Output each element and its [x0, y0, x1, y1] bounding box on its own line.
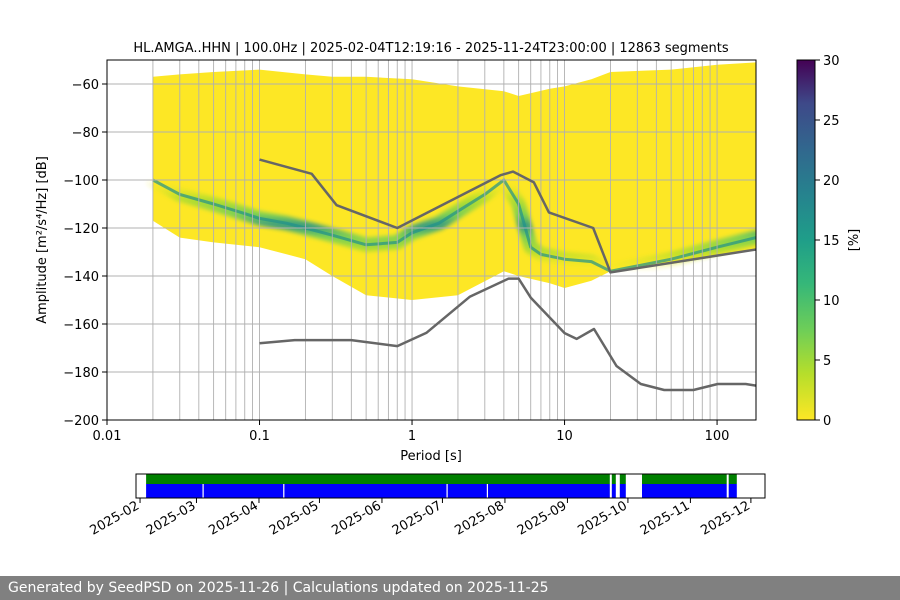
y-tick-label: −180	[63, 366, 99, 381]
timeline-tick-label: 2025-11	[638, 498, 693, 538]
colorbar-tick-label: 0	[823, 414, 831, 429]
colorbar-tick-label: 30	[823, 54, 840, 69]
y-tick-label: −200	[63, 414, 99, 429]
timeline-segment	[619, 484, 626, 498]
colorbar-tick-label: 15	[823, 234, 840, 249]
y-tick-label: −80	[72, 126, 99, 141]
psd-heatmap	[145, 62, 756, 301]
timeline-segment	[146, 484, 610, 498]
y-tick-label: −60	[72, 78, 99, 93]
x-tick-label: 10	[556, 429, 573, 444]
timeline-segment	[611, 474, 616, 484]
x-tick-label: 0.01	[93, 429, 122, 444]
timeline-segment	[642, 474, 727, 484]
timeline-frame	[135, 473, 766, 499]
timeline-tick-label: 2025-09	[515, 498, 570, 538]
timeline-tick-label: 2025-10	[575, 498, 630, 538]
timeline-segment	[728, 474, 737, 484]
x-tick-label: 0.1	[249, 429, 270, 444]
x-axis: 0.01 0.1 1 10 100	[93, 420, 730, 444]
colorbar-ticks: 0 5 10 15 20 25 30	[815, 54, 840, 429]
timeline-segment	[728, 484, 737, 498]
y-tick-label: −100	[63, 174, 99, 189]
timeline-gap	[486, 484, 488, 498]
noise-model-nhnm	[259, 158, 756, 274]
x-tick-label: 100	[705, 429, 730, 444]
grid	[107, 60, 756, 420]
chart-title: HL.AMGA..HHN | 100.0Hz | 2025-02-04T12:1…	[133, 41, 729, 56]
density-mode-core	[152, 178, 756, 273]
noise-model-lines	[259, 158, 756, 392]
timeline-tick-label: 2025-08	[452, 498, 507, 538]
density-envelope	[152, 62, 756, 301]
colorbar	[796, 59, 816, 421]
timeline-gap	[283, 484, 285, 498]
timeline-segment	[619, 474, 626, 484]
timeline-tick-label: 2025-06	[329, 498, 384, 538]
y-axis-label: Amplitude [m²/s⁴/Hz] [dB]	[35, 156, 50, 324]
x-tick-label: 1	[408, 429, 416, 444]
y-tick-label: −140	[63, 270, 99, 285]
y-axis: −60 −80 −100 −120 −140 −160 −180 −200	[63, 78, 107, 429]
timeline-segment	[611, 484, 616, 498]
y-tick-label: −160	[63, 318, 99, 333]
timeline-axis: 2025-02 2025-03 2025-04 2025-05 2025-06 2025-…	[87, 498, 753, 539]
colorbar-label: [%]	[847, 229, 862, 252]
timeline-gap	[202, 484, 204, 498]
colorbar-tick-label: 20	[823, 174, 840, 189]
timeline-tick-label: 2025-03	[144, 498, 199, 538]
timeline-tick-label: 2025-04	[206, 498, 261, 538]
timeline-segment	[146, 474, 610, 484]
noise-model-nlnm	[259, 277, 756, 392]
coverage-timeline	[146, 474, 737, 498]
timeline-segment	[642, 484, 727, 498]
timeline-tick-label: 2025-12	[698, 498, 753, 538]
plot-frame	[106, 59, 757, 421]
timeline-tick-label: 2025-07	[390, 498, 445, 538]
x-axis-label: Period [s]	[400, 449, 462, 464]
timeline-tick-label: 2025-02	[87, 498, 142, 538]
timeline-tick-label: 2025-05	[267, 498, 322, 538]
colorbar-tick-label: 10	[823, 294, 840, 309]
colorbar-tick-label: 25	[823, 114, 840, 129]
colorbar-tick-label: 5	[823, 354, 831, 369]
footer: Generated by SeedPSD on 2025-11-26 | Cal…	[0, 576, 900, 600]
psd-figure: HL.AMGA..HHN | 100.0Hz | 2025-02-04T12:1…	[35, 41, 862, 539]
y-tick-label: −120	[63, 222, 99, 237]
timeline-gap	[446, 484, 448, 498]
